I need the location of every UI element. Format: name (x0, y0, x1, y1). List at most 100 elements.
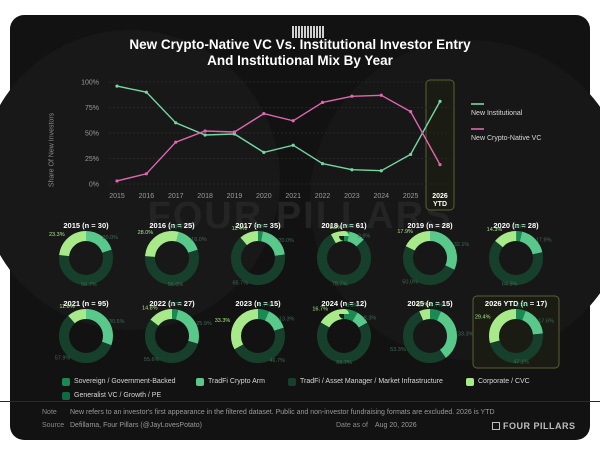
donut-slice-label: 6.7% (430, 303, 443, 309)
donut-slice (403, 309, 457, 363)
donut-slice (145, 309, 199, 363)
x-tick-label: 2016 (139, 193, 155, 200)
donut-slice-label: 5.9% (516, 303, 529, 309)
data-point (320, 162, 325, 166)
legend-label-generalist: Generalist VC / Growth / PE (74, 392, 162, 399)
x-tick-label: 2022 (315, 193, 331, 200)
donut-slice (231, 309, 285, 363)
donut-slice-label: 8.3% (346, 303, 359, 309)
brand-icon (492, 422, 500, 430)
data-point (203, 129, 207, 133)
data-point (438, 99, 442, 103)
note-text: New refers to an investor's first appear… (70, 409, 495, 416)
donut-slice-label: 28.0% (138, 230, 154, 236)
data-point (379, 93, 383, 97)
donut-slice (489, 309, 543, 363)
donut-slice (145, 309, 199, 363)
donut-slice-label: 32.1% (454, 242, 470, 248)
donut-slice-label: 53.3% (390, 347, 406, 353)
date-key: Date as of (336, 422, 368, 429)
donut-title: 2018 (n = 61) (321, 221, 367, 230)
data-point (174, 121, 178, 125)
donut-slice-label: 33.3% (458, 331, 474, 337)
donut-slice-label: 14.8% (142, 305, 158, 311)
source-text: Defillama, Four Pillars (@JayLovesPotato… (70, 422, 202, 429)
donut-slice-label: 55.6% (144, 357, 160, 363)
x-tick-label: YTD (433, 201, 447, 208)
data-point (291, 143, 295, 147)
legend-swatch-corporate (466, 378, 474, 386)
x-tick-label: 2023 (344, 193, 360, 200)
legend-label-tradfi-crypto: TradFi Crypto Arm (208, 378, 265, 385)
legend-swatch-generalist (62, 392, 70, 400)
donut-slice-label: 46.7% (269, 358, 285, 364)
donut-title: 2019 (n = 28) (407, 221, 453, 230)
series-line-crypto-native (116, 94, 441, 182)
donut-slice (489, 231, 543, 285)
donut-slice-label: 25.9% (196, 321, 212, 327)
series-line-institutional (116, 85, 441, 172)
data-point (203, 133, 207, 137)
donut-slice-label: 57.9% (55, 356, 71, 362)
donut-slice-label: 66.7% (336, 360, 352, 366)
donut-slice-label: 8.2% (330, 225, 343, 231)
y-tick-label: 50% (85, 131, 99, 138)
chart-title-line2: And Institutional Mix By Year (207, 53, 393, 68)
donut-title: 2021 (n = 95) (63, 299, 109, 308)
donut-slice-label: 56.0% (168, 282, 184, 288)
x-tick-label: 2026 (432, 193, 448, 200)
donut-slice-label: 33.3% (215, 318, 231, 324)
legend-label-series: New Crypto-Native VC (471, 135, 541, 142)
donut-slice-label: 56.7% (81, 282, 97, 288)
donut-slice (403, 309, 457, 363)
donut-slice (59, 231, 113, 285)
x-tick-label: 2021 (285, 193, 301, 200)
donut-slice (59, 309, 113, 363)
x-tick-label: 2017 (168, 193, 184, 200)
y-tick-label: 0% (89, 182, 99, 189)
data-point (262, 150, 266, 154)
donut-slice-label: 3.3% (341, 224, 354, 230)
y-tick-label: 100% (81, 80, 99, 87)
donut-slice-label: 17.6% (538, 318, 554, 324)
donut-slice (59, 231, 113, 285)
donut-slice-label: 20.0% (102, 235, 118, 241)
donut-slice-label: 64.3% (502, 281, 518, 287)
data-point (115, 84, 119, 88)
donut-slice-label: 14.3% (487, 227, 503, 233)
donut-slice-label: 65.7% (232, 280, 248, 286)
data-point (144, 172, 148, 176)
x-tick-label: 2019 (227, 193, 243, 200)
legend-label-corporate: Corporate / CVC (478, 378, 530, 385)
donut-slice (403, 231, 457, 285)
donut-slice (317, 309, 371, 363)
donut-title: 2024 (n = 12) (321, 299, 367, 308)
source-key: Source (42, 422, 65, 429)
donut-slice-label: 4.0% (170, 224, 183, 230)
y-tick-label: 75% (85, 105, 99, 112)
data-point (291, 119, 295, 123)
donut-slice-label: 2.9% (255, 224, 268, 230)
x-tick-label: 2018 (197, 193, 213, 200)
legend-label-series: New Institutional (471, 110, 523, 117)
data-point (262, 112, 266, 116)
x-tick-label: 2015 (109, 193, 125, 200)
donut-slice-label: 9.8% (358, 233, 371, 239)
legend-swatch-tradfi-crypto (196, 378, 204, 386)
donut-slice (145, 231, 199, 285)
donut-slice-label: 3.6% (513, 224, 526, 230)
donut-slice (489, 231, 543, 285)
watermark: FOUR PILLARS (148, 195, 453, 237)
donut-slice (145, 231, 199, 285)
donut-slice-label: 50.0% (402, 279, 418, 285)
highlight-box-2026 (425, 79, 455, 211)
donut-title: 2015 (n = 30) (63, 221, 109, 230)
donut-title: 2022 (n = 27) (149, 299, 195, 308)
legend-swatch-tradfi-am (288, 378, 296, 386)
donut-slice-label: 3.7% (169, 302, 182, 308)
data-point (320, 100, 325, 104)
donut-title: 2025 (n = 15) (407, 299, 453, 308)
donut-slice-label: 78.7% (332, 282, 348, 288)
donut-slice (231, 231, 285, 285)
data-point (144, 90, 148, 94)
